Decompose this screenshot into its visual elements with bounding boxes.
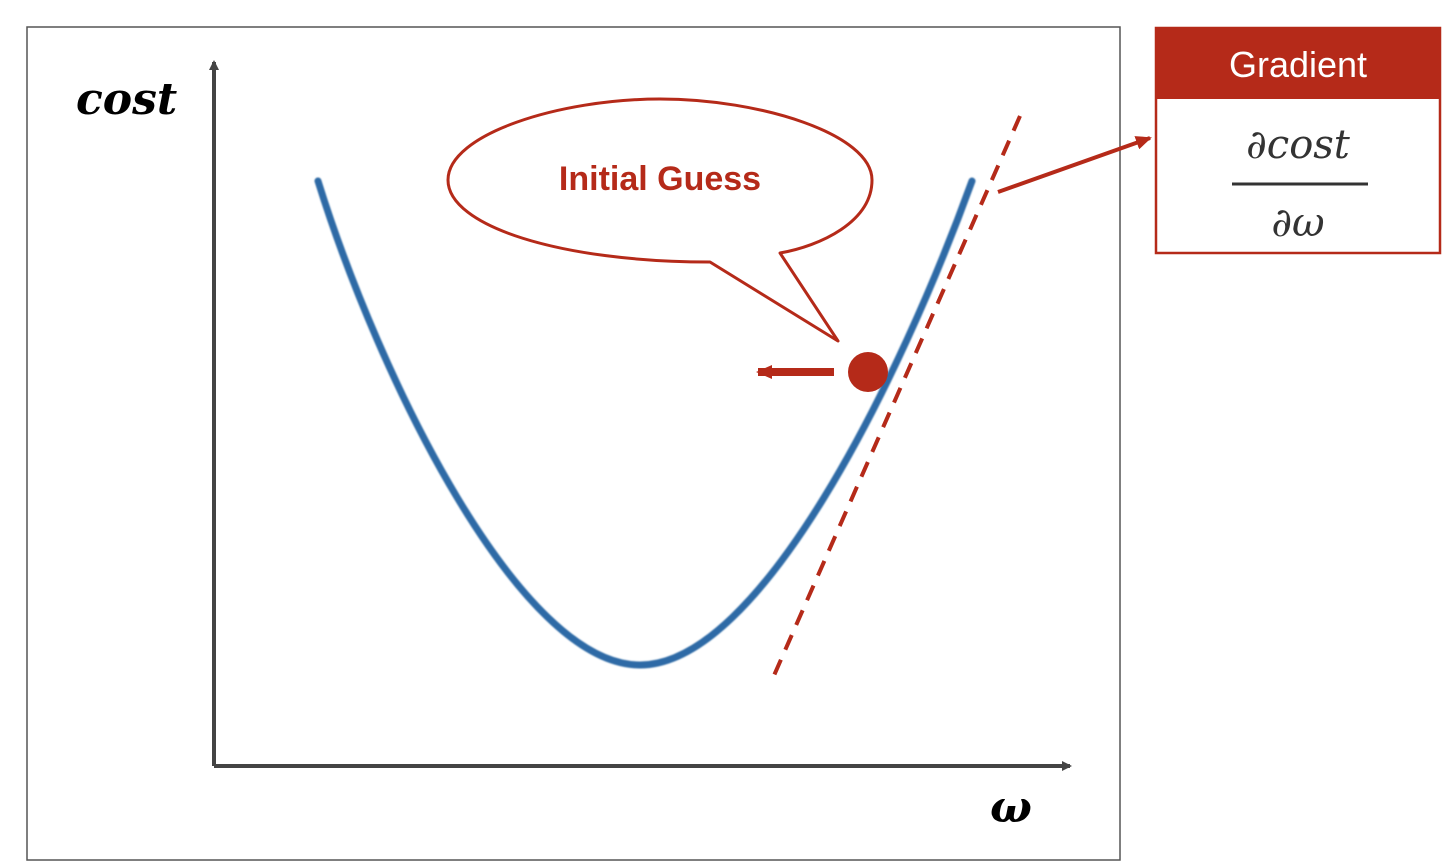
gradient-numerator: ∂cost [1246,122,1351,168]
cost-curve [314,177,976,669]
gradient-denominator: ∂ω [1271,200,1324,246]
callout-text: Initial Guess [559,160,761,198]
gradient-box-title: Gradient [1229,44,1367,85]
tangent-line [770,115,1022,681]
y-axis-label: cost [76,74,177,125]
x-axis-label: ω [990,782,1032,833]
gradient-connector-arrow [997,136,1152,194]
speech-bubble [446,97,874,343]
gradient-box: Gradient ∂cost ∂ω [1154,26,1442,255]
initial-guess-point [848,352,888,392]
gradient-box-header [1156,28,1440,99]
